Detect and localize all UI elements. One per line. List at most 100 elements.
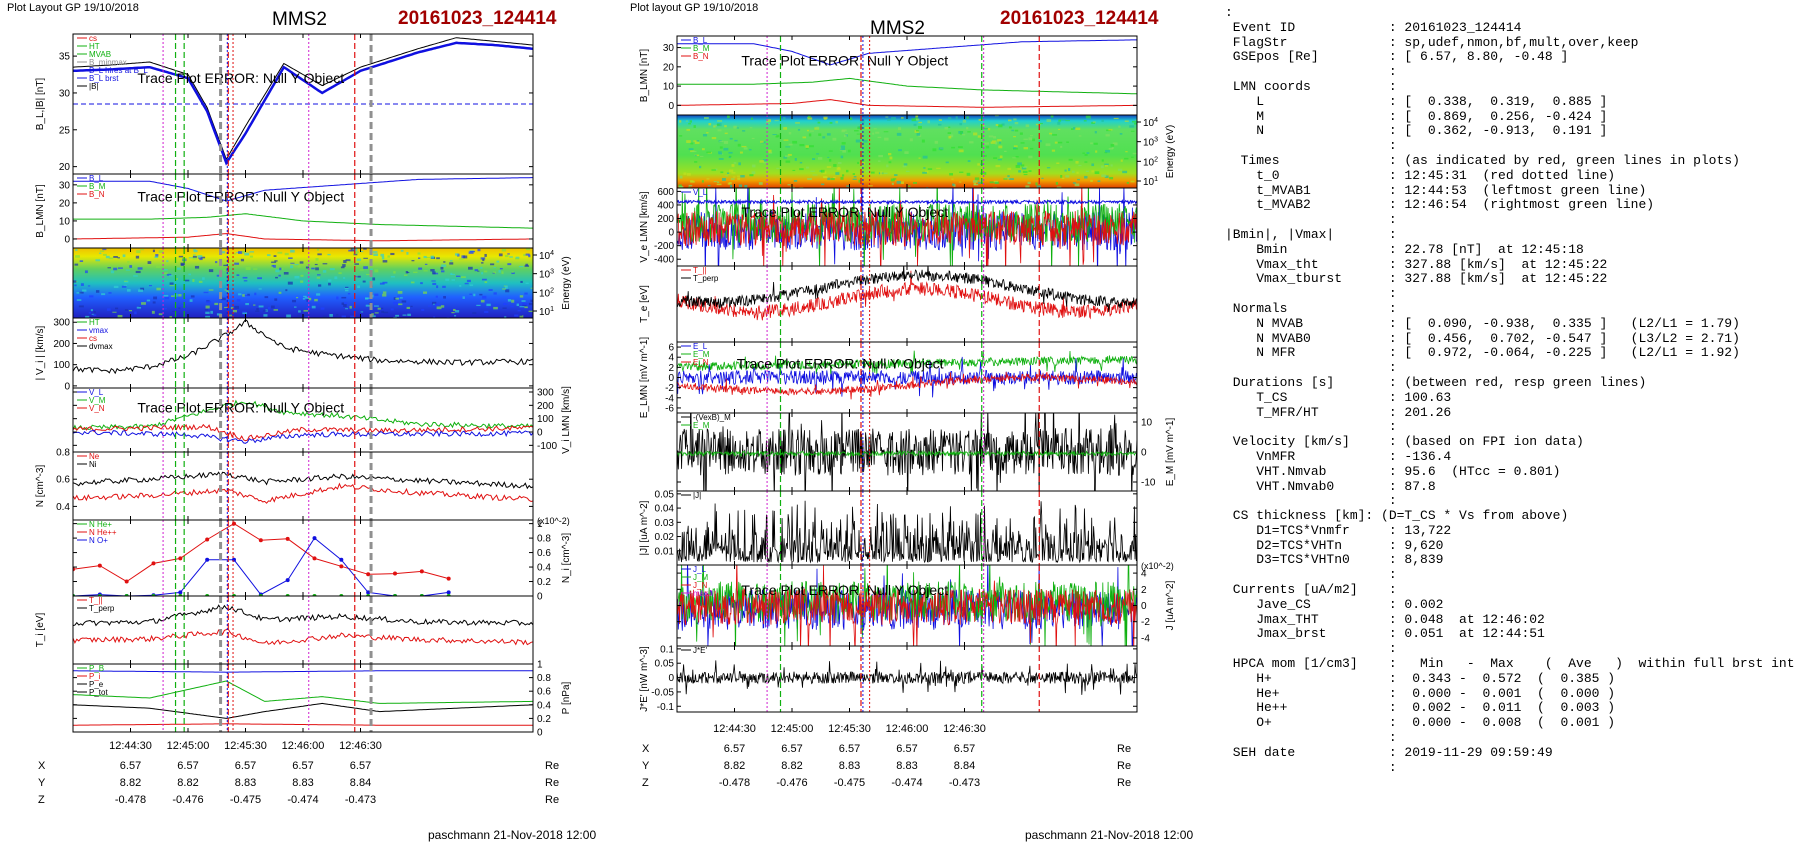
spectrogram-cell [888,161,892,164]
ephemeris-value: -0.475 [230,794,261,806]
spectrogram-cell [221,297,226,301]
spectrogram-cell [193,254,196,256]
spectrogram-cell [175,278,179,280]
spectrogram-cell [744,184,748,188]
spectrogram-cell [805,145,809,148]
spectrogram-cell [959,122,963,126]
summary-line: : [1225,419,1397,435]
legend-label: E_M [693,350,710,359]
tick-label: 0 [537,728,543,739]
spectrogram-cell [830,177,835,181]
spectrogram-cell [1001,123,1005,126]
spectrogram-cell [846,185,850,187]
spectrogram-cell [423,270,428,272]
spectrogram-cell [785,146,791,148]
spectrogram-cell [180,263,184,266]
tick-label: 0.1 [660,644,674,655]
spectrogram-cell [493,292,497,295]
spectrogram-cell [255,310,260,312]
spectrogram-cell [1049,132,1053,135]
spectrogram-cell [972,180,978,183]
spectrogram-cell [327,279,332,282]
spectrogram-cell [294,275,300,279]
tick-label: 0 [1141,601,1147,612]
spectrogram-cell [807,117,813,120]
spectrogram-cell [498,253,503,257]
spectrogram-cell [815,119,820,121]
spectrogram-cell [524,292,528,295]
summary-line: : [1225,567,1397,583]
tick-label: 0.05 [655,489,675,500]
axis-label: E_M [mV m^-1] [1165,417,1176,486]
spectrogram-cell [148,285,153,287]
spectrogram-cell [278,291,282,294]
spectrogram-cell [891,182,894,185]
spectrogram-cell [797,128,801,131]
spectrogram-cell [925,170,929,173]
spectrogram-cell [172,310,177,312]
spectrogram-cell [959,171,964,173]
series-point [419,569,424,574]
series-line [677,660,1137,695]
axis-label: E_LMN [mV m^-1] [639,337,650,419]
summary-line: Event ID : 20161023_124414 [1225,19,1522,35]
spectrogram-cell [304,297,309,299]
spectrogram-cell [1013,145,1018,148]
tick-label: 20 [663,62,675,73]
legend-label: B_minmax [89,58,127,67]
spectrogram-cell [934,140,938,144]
summary-line: VnMFR : -136.4 [1225,448,1452,464]
spectrogram-cell [883,131,889,133]
spectrogram-cell [987,128,991,131]
tick-label: 200 [537,401,554,412]
spectrogram-cell [215,261,218,264]
spectrogram-cell [727,182,731,185]
spectrogram-cell [338,272,342,275]
ephemeris-value: 6.57 [724,743,745,755]
spectrogram-cell [519,295,524,298]
spectrogram-cell [1035,182,1038,186]
panel-frame [676,490,1138,566]
spectrogram-cell [482,295,487,299]
spectrogram-cell [507,263,512,266]
spectrogram-cell [915,118,920,121]
spectrogram-cell [857,161,860,165]
spectrogram-cell [949,173,954,176]
spectrogram-cell [334,276,338,280]
tick-label: 300 [537,388,554,399]
spectrogram-cell [486,303,491,307]
tick-label: 10 [59,216,71,227]
spectrogram-cell [999,155,1003,159]
panel-spec_i: 104 103 102 101 Energy (eV) [72,247,572,319]
spectrogram-cell [322,270,327,273]
spectrogram-cell [74,255,80,258]
legend-label: B_M [693,44,710,53]
spectrogram-cell [221,251,226,254]
spectrogram-cell [113,256,118,258]
spectrogram-cell [271,305,275,309]
spectrogram-cell [359,269,364,271]
axis-label: B_LMN [nT] [35,184,46,238]
spectrogram-cell [922,155,928,159]
spectrogram-cell [95,259,101,262]
spectrogram-cell [315,267,319,271]
series-point [97,563,102,568]
tick-label: 200 [53,339,70,350]
spectrogram-cell [909,138,913,142]
spectrogram-cell [76,292,82,294]
series-point [366,590,371,595]
summary-line: Jmax_brst : 0.051 at 12:44:51 [1225,626,1545,642]
tick-label: -100 [537,441,557,452]
spectrogram-cell [433,316,436,318]
spectrogram-cell [242,312,248,315]
spectrogram-cell [407,264,412,266]
spectrogram-cell [887,118,891,121]
spectrogram-cell [354,263,359,265]
series-line [73,702,533,719]
tick-label: 101 [1143,176,1158,188]
summary-line: Currents [uA/m2] : [1225,582,1397,598]
spectrogram-cell [423,255,427,259]
spectrogram-cell [716,183,722,186]
series-line [73,628,533,646]
